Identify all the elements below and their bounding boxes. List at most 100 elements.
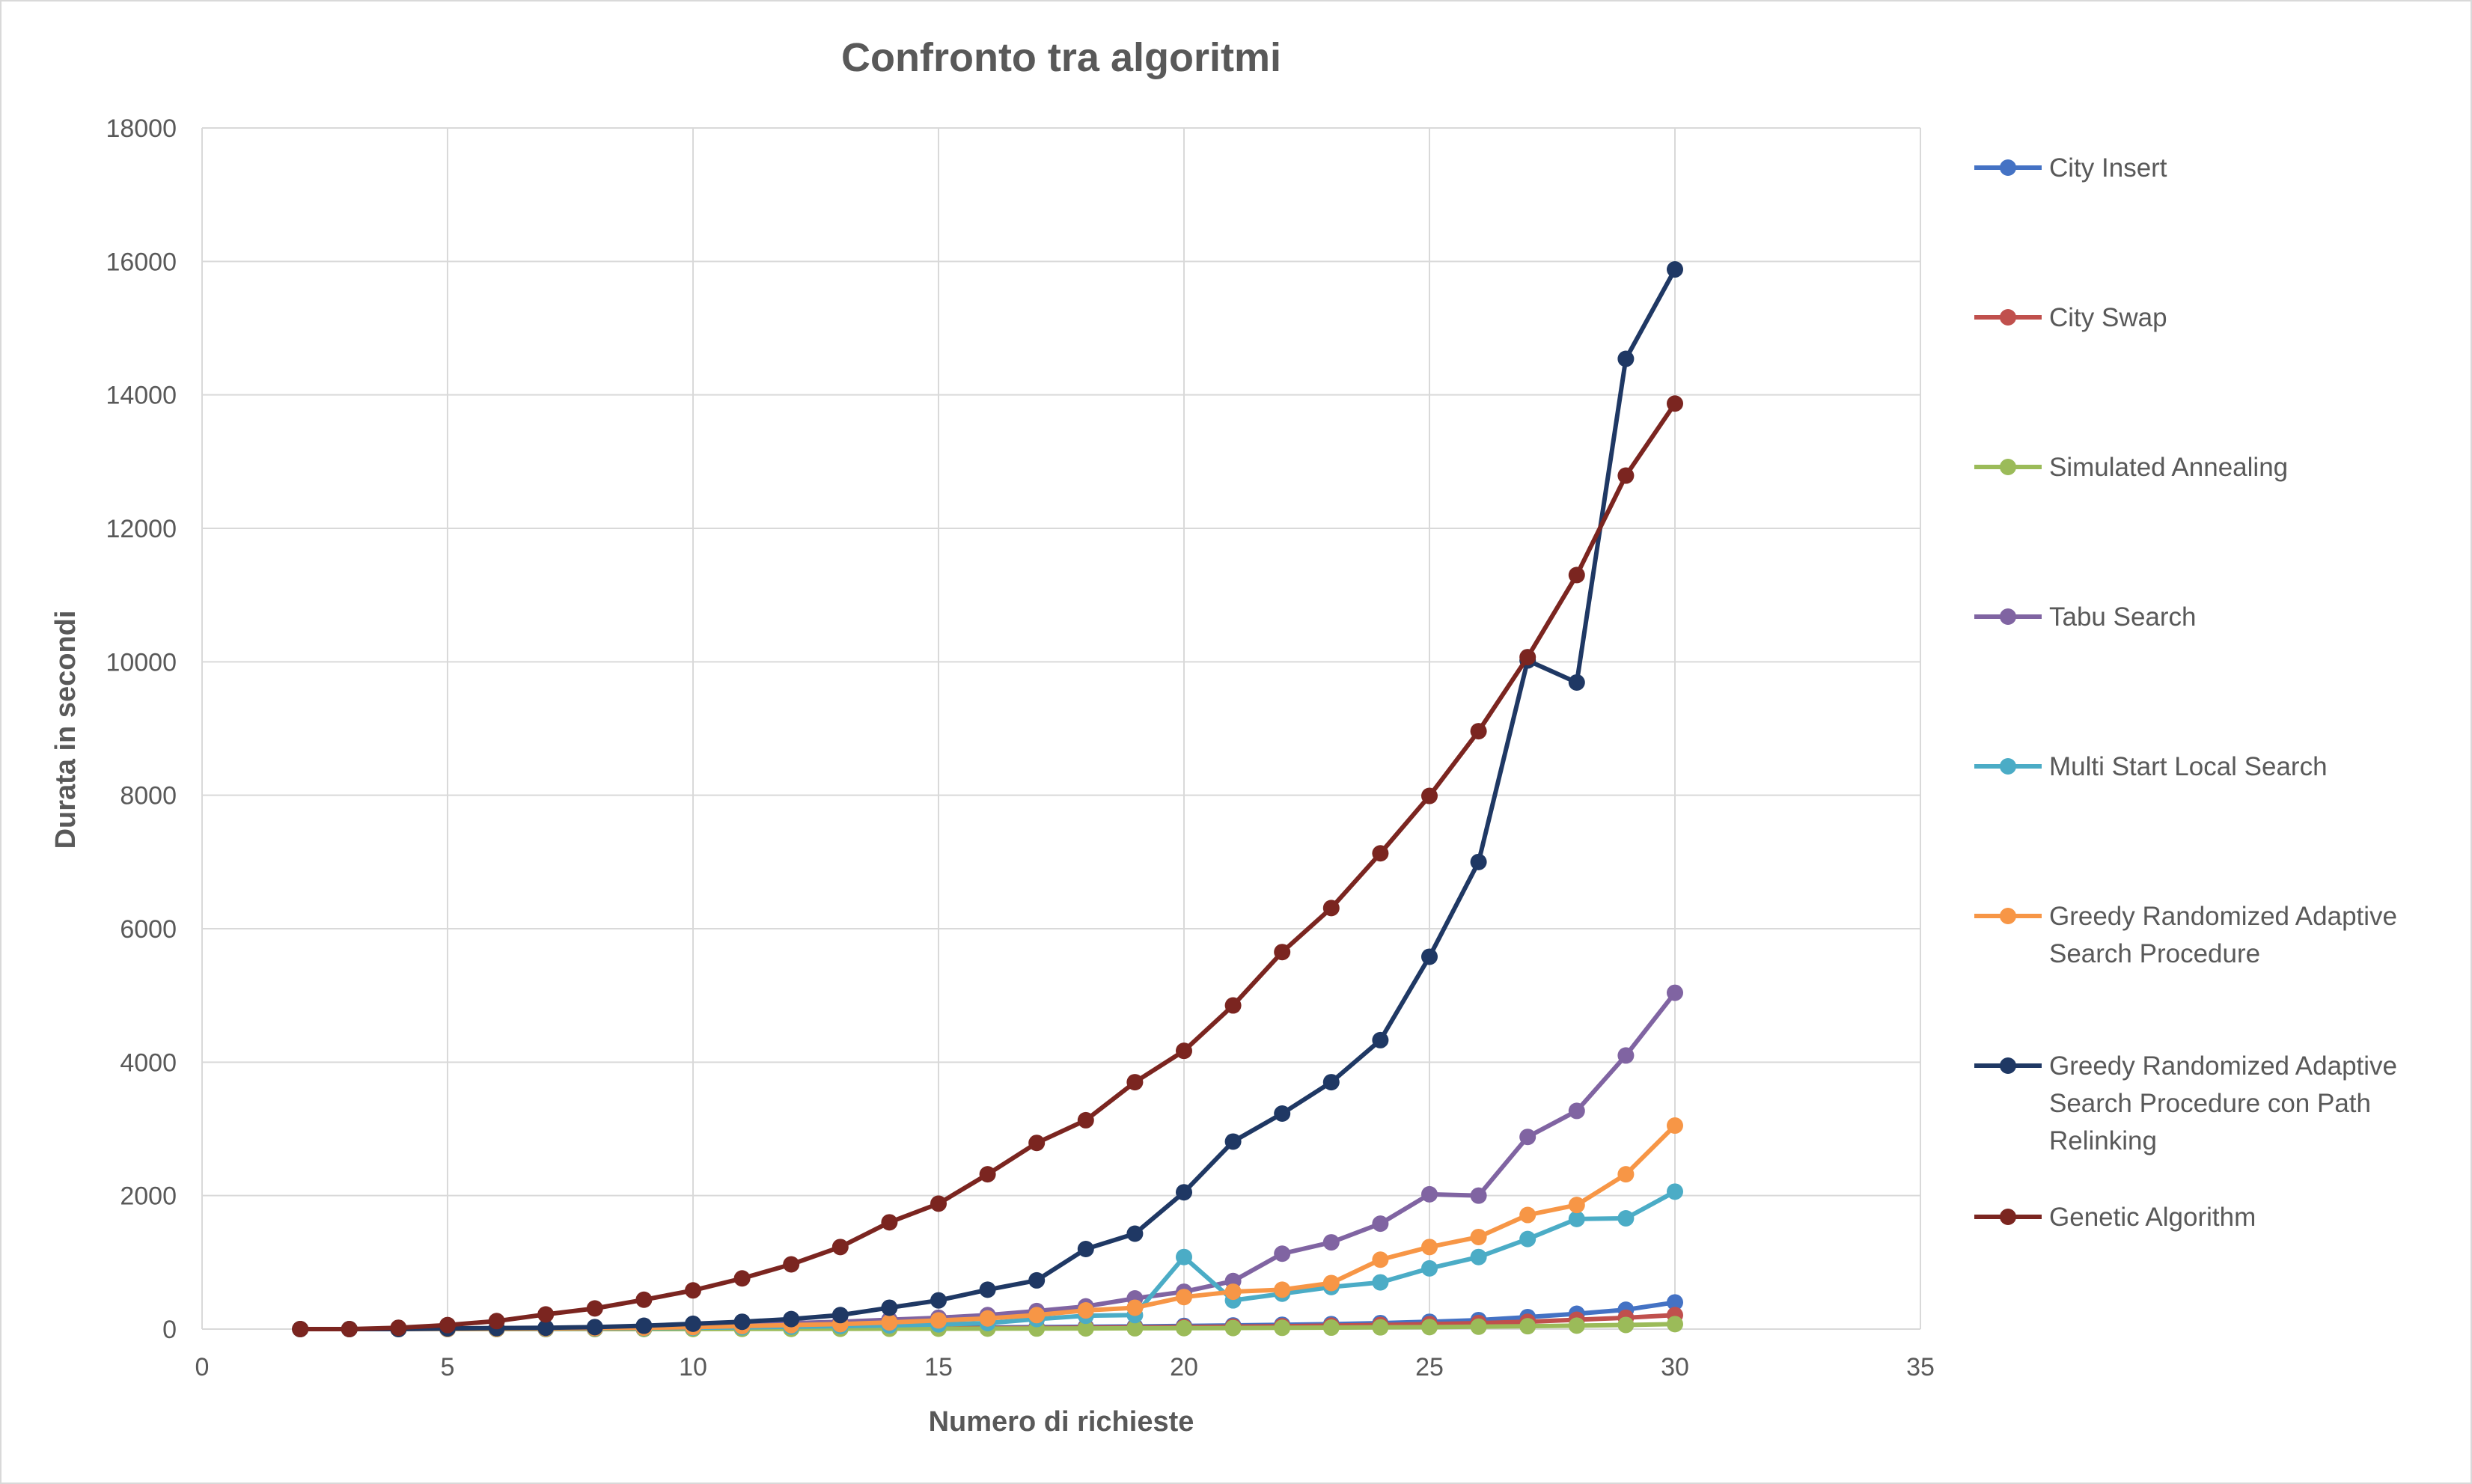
data-point <box>1617 1166 1635 1183</box>
data-point <box>1421 1319 1438 1336</box>
x-tick-label: 5 <box>441 1353 455 1381</box>
data-point <box>979 1166 996 1183</box>
x-tick-label: 25 <box>1415 1353 1444 1381</box>
data-point <box>1421 1239 1438 1256</box>
legend-label: Relinking <box>2049 1126 2157 1155</box>
data-point <box>1421 787 1438 804</box>
data-point <box>1126 1225 1144 1242</box>
data-point <box>390 1319 407 1337</box>
data-point <box>1519 649 1536 666</box>
series-6 <box>292 261 1683 1337</box>
data-point <box>881 1299 898 1316</box>
data-point <box>586 1300 603 1317</box>
data-point <box>292 1321 309 1337</box>
data-point <box>979 1310 996 1327</box>
data-point <box>537 1306 555 1323</box>
legend-label: Greedy Randomized Adaptive <box>2049 1051 2397 1081</box>
data-point <box>1667 1316 1683 1333</box>
data-point <box>1372 1319 1389 1336</box>
data-point <box>1224 997 1242 1014</box>
legend-swatch-marker <box>2000 1057 2016 1074</box>
legend-swatch-marker <box>2000 608 2016 625</box>
legend-item: Tabu Search <box>1974 602 2197 632</box>
data-point <box>1077 1302 1094 1319</box>
data-point <box>1470 1228 1487 1245</box>
legend-item: City Insert <box>1974 153 2167 183</box>
legend-label: City Insert <box>2049 153 2167 183</box>
data-point <box>1372 1031 1389 1048</box>
data-point <box>1568 674 1585 691</box>
data-point <box>1667 261 1683 278</box>
data-point <box>1519 1230 1536 1248</box>
data-point <box>1568 567 1585 584</box>
data-point <box>1470 1248 1487 1265</box>
data-point <box>488 1313 505 1330</box>
x-tick-label: 0 <box>195 1353 210 1381</box>
y-tick-label: 10000 <box>106 648 177 677</box>
data-point <box>1667 1117 1683 1135</box>
data-point <box>1470 853 1487 870</box>
data-point <box>1077 1241 1094 1257</box>
legend-item: Genetic Algorithm <box>1974 1203 2256 1232</box>
data-point <box>1421 1185 1438 1203</box>
y-tick-label: 18000 <box>106 114 177 143</box>
data-point <box>635 1291 653 1308</box>
x-axis-ticks: 0 5 10 15 20 25 30 35 <box>195 1353 1935 1381</box>
data-point <box>1274 1245 1291 1262</box>
series-7 <box>292 395 1683 1337</box>
data-point <box>930 1195 947 1212</box>
x-tick-label: 35 <box>1906 1353 1935 1381</box>
data-point <box>1470 723 1487 740</box>
series-line <box>300 1123 1677 1331</box>
y-tick-label: 16000 <box>106 248 177 276</box>
y-tick-label: 12000 <box>106 515 177 543</box>
legend-label: Simulated Annealing <box>2049 453 2288 482</box>
series-layer <box>292 261 1683 1337</box>
data-point <box>1126 1074 1144 1091</box>
x-tick-label: 30 <box>1661 1353 1689 1381</box>
data-point <box>733 1270 751 1287</box>
data-point <box>783 1310 800 1328</box>
data-point <box>1568 1210 1585 1227</box>
data-point <box>1568 1317 1585 1334</box>
data-point <box>1224 1133 1242 1150</box>
data-point <box>1421 948 1438 965</box>
y-tick-label: 8000 <box>120 782 177 810</box>
data-point <box>1322 1319 1340 1337</box>
y-tick-label: 14000 <box>106 382 177 410</box>
x-axis-title: Numero di richieste <box>929 1406 1194 1438</box>
x-tick-label: 15 <box>924 1353 953 1381</box>
data-point <box>1470 1318 1487 1335</box>
data-point <box>1519 1206 1536 1224</box>
data-point <box>1126 1299 1144 1316</box>
data-point <box>1519 1318 1536 1335</box>
data-point <box>341 1321 358 1337</box>
data-point <box>1470 1187 1487 1204</box>
legend-label: Genetic Algorithm <box>2049 1203 2256 1232</box>
data-point <box>1617 350 1635 367</box>
data-point <box>1322 1234 1340 1251</box>
chart-title: Confronto tra algoritmi <box>841 35 1281 80</box>
y-axis-ticks: 0 2000 4000 6000 8000 10000 12000 14000 16000 180… <box>106 114 177 1344</box>
data-point <box>1274 1319 1291 1337</box>
series-line <box>300 402 1677 1331</box>
legend-item: Greedy Randomized Adaptive Search Procedu… <box>1974 902 2397 968</box>
y-tick-label: 0 <box>162 1316 177 1344</box>
data-point <box>979 1281 996 1298</box>
data-point <box>1667 395 1683 412</box>
data-point <box>1617 1047 1635 1064</box>
data-point <box>1028 1135 1046 1152</box>
data-point <box>1176 1184 1192 1201</box>
data-point <box>1028 1271 1046 1289</box>
data-point <box>1126 1319 1144 1337</box>
data-point <box>685 1282 701 1299</box>
legend: City Insert City Swap Simulated Annealing T… <box>1974 153 2397 1232</box>
legend-label: Search Procedure con Path <box>2049 1089 2371 1118</box>
legend-label: Search Procedure <box>2049 939 2260 968</box>
data-point <box>1322 1274 1340 1292</box>
legend-item: Simulated Annealing <box>1974 453 2288 482</box>
legend-swatch-marker <box>2000 758 2016 775</box>
data-point <box>1028 1307 1046 1324</box>
data-point <box>1372 1215 1389 1233</box>
data-point <box>1421 1259 1438 1277</box>
